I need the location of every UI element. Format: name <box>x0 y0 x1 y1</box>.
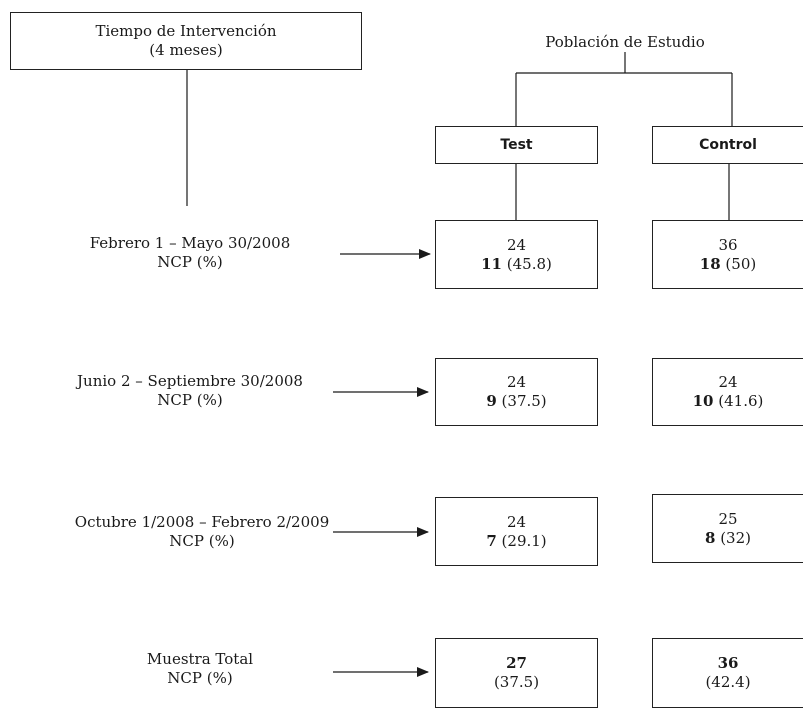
total-test-pct: (37.5) <box>493 673 540 691</box>
period-3-metric: NCP (%) <box>169 532 235 550</box>
total-control-box: 36 (42.4) <box>652 638 803 708</box>
period-3-test-n: 24 <box>506 512 527 531</box>
period-3-control-n: 25 <box>718 509 738 528</box>
period-3-test-result: 7 (29.1) <box>486 531 547 550</box>
intervention-title: Tiempo de Intervención <box>95 22 277 40</box>
period-1-test-box: 24 11 (45.8) <box>435 220 598 289</box>
period-2-control-result: 10 (41.6) <box>692 392 764 410</box>
period-2-dates: Junio 2 – Septiembre 30/2008 <box>77 372 303 390</box>
period-3-control-box: 25 8 (32) <box>652 494 803 563</box>
period-3-label: Octubre 1/2008 – Febrero 2/2009 NCP (%) <box>62 513 342 551</box>
period-2-control-n: 24 <box>718 373 738 391</box>
period-1-metric: NCP (%) <box>157 253 223 271</box>
period-3-dates: Octubre 1/2008 – Febrero 2/2009 <box>74 513 330 531</box>
period-3-test-box: 24 7 (29.1) <box>435 497 598 566</box>
intervention-duration: (4 meses) <box>149 41 223 59</box>
total-control-count: 36 <box>717 654 739 672</box>
period-1-control-result: 18 (50) <box>699 254 757 273</box>
period-2-test-result: 9 (37.5) <box>486 392 547 410</box>
total-test-count: 27 <box>506 654 527 672</box>
period-1-control-n: 36 <box>718 235 738 254</box>
intervention-time-box: Tiempo de Intervención (4 meses) <box>10 12 362 70</box>
period-1-label: Febrero 1 – Mayo 30/2008 NCP (%) <box>60 234 320 272</box>
control-group-box: Control <box>652 126 803 164</box>
period-2-test-box: 24 9 (37.5) <box>435 358 598 426</box>
total-metric: NCP (%) <box>167 669 233 687</box>
total-title: Muestra Total <box>146 650 254 668</box>
total-label: Muestra Total NCP (%) <box>80 650 320 688</box>
period-3-control-result: 8 (32) <box>704 528 751 547</box>
population-label: Población de Estudio <box>545 33 705 51</box>
period-2-test-n: 24 <box>506 373 527 391</box>
total-control-pct: (42.4) <box>705 673 751 691</box>
period-1-test-result: 11 (45.8) <box>481 254 552 273</box>
period-2-label: Junio 2 – Septiembre 30/2008 NCP (%) <box>50 372 330 410</box>
period-2-metric: NCP (%) <box>157 391 223 409</box>
period-1-control-box: 36 18 (50) <box>652 220 803 289</box>
test-group-box: Test <box>435 126 598 164</box>
period-1-dates: Febrero 1 – Mayo 30/2008 <box>89 234 291 252</box>
period-1-test-n: 24 <box>506 235 527 254</box>
period-2-control-box: 24 10 (41.6) <box>652 358 803 426</box>
total-test-box: 27 (37.5) <box>435 638 598 708</box>
